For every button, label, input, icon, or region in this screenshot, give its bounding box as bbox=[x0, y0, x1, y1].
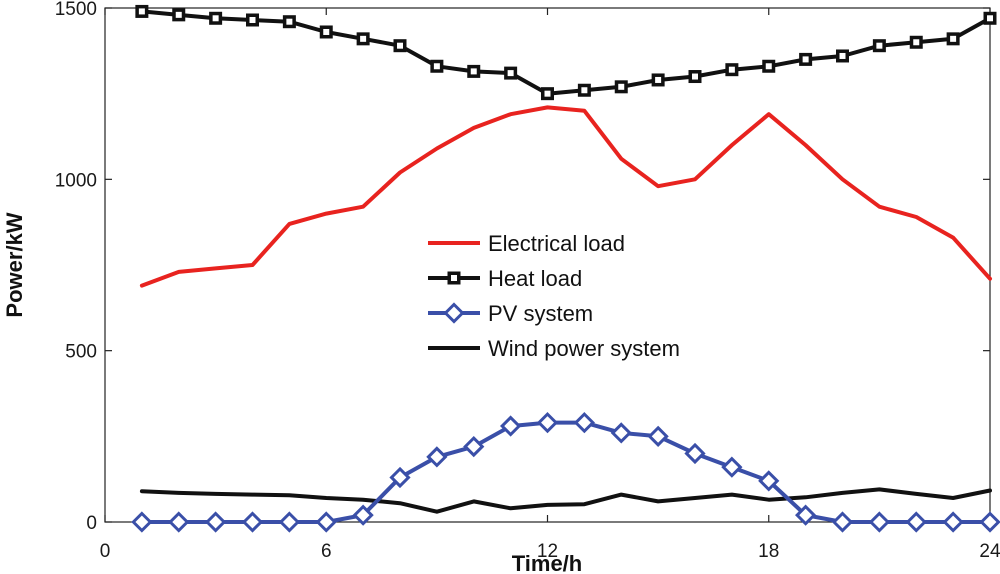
data-point-pv-system bbox=[979, 511, 1000, 533]
legend-label: PV system bbox=[488, 301, 593, 326]
legend-item-wind-power-system: Wind power system bbox=[428, 336, 680, 361]
data-point-heat-load bbox=[467, 64, 481, 78]
data-point-pv-system bbox=[795, 504, 817, 526]
data-point-heat-load bbox=[430, 59, 444, 73]
data-point-pv-system bbox=[647, 425, 669, 447]
y-tick-label: 1000 bbox=[55, 170, 97, 191]
y-tick-label: 500 bbox=[65, 342, 97, 363]
data-point-pv-system bbox=[905, 511, 927, 533]
data-point-heat-load bbox=[725, 63, 739, 77]
series-line-pv-system bbox=[139, 420, 992, 524]
legend-marker bbox=[447, 271, 461, 285]
data-point-heat-load bbox=[319, 25, 333, 39]
data-point-heat-load bbox=[836, 49, 849, 63]
legend-label: Electrical load bbox=[488, 231, 625, 256]
data-point-heat-load bbox=[762, 59, 776, 73]
data-point-pv-system bbox=[131, 511, 153, 533]
legend-label: Wind power system bbox=[488, 336, 680, 361]
data-point-heat-load bbox=[172, 8, 186, 22]
legend-label: Heat load bbox=[488, 266, 582, 291]
marker-layer bbox=[131, 4, 1000, 533]
data-point-pv-system bbox=[500, 415, 522, 437]
data-point-pv-system bbox=[241, 511, 264, 533]
data-point-heat-load bbox=[209, 11, 223, 25]
data-point-pv-system bbox=[389, 466, 411, 489]
legend-item-heat-load: Heat load bbox=[428, 266, 582, 291]
data-point-pv-system bbox=[573, 412, 595, 434]
data-point-pv-system bbox=[463, 435, 485, 458]
y-tick-label: 1500 bbox=[55, 0, 97, 20]
data-point-pv-system bbox=[684, 442, 706, 465]
data-point-pv-system bbox=[315, 511, 337, 533]
data-point-pv-system bbox=[426, 446, 448, 468]
x-tick-label: 18 bbox=[758, 541, 779, 562]
y-tick-label: 0 bbox=[86, 513, 97, 534]
data-point-pv-system bbox=[536, 412, 559, 434]
legend-marker bbox=[443, 302, 465, 324]
axis-ticks: 0 6 12 18 24 0 500 1000 1500 bbox=[55, 0, 1000, 562]
data-point-heat-load bbox=[135, 4, 149, 18]
series-line-wind-power-system bbox=[139, 487, 992, 514]
y-axis-title: Power/kW bbox=[2, 212, 27, 317]
data-point-heat-load bbox=[282, 15, 296, 29]
data-point-pv-system bbox=[610, 422, 632, 444]
data-point-heat-load bbox=[688, 70, 702, 84]
data-point-pv-system bbox=[868, 511, 890, 533]
data-point-heat-load bbox=[246, 13, 259, 27]
data-point-heat-load bbox=[504, 66, 518, 80]
data-point-pv-system bbox=[758, 470, 780, 492]
legend: Electrical load Heat load PV system Wind po… bbox=[428, 231, 680, 361]
data-point-heat-load bbox=[983, 11, 997, 25]
data-point-heat-load bbox=[577, 83, 591, 97]
data-point-heat-load bbox=[946, 32, 960, 46]
x-axis-title: Time/h bbox=[512, 551, 583, 574]
x-tick-label: 12 bbox=[537, 541, 558, 562]
data-point-heat-load bbox=[541, 87, 554, 101]
data-point-heat-load bbox=[614, 80, 628, 94]
data-point-heat-load bbox=[651, 73, 665, 87]
data-point-heat-load bbox=[909, 35, 923, 49]
legend-item-electrical-load: Electrical load bbox=[428, 231, 625, 256]
data-point-pv-system bbox=[278, 511, 300, 533]
data-point-pv-system bbox=[831, 511, 854, 533]
x-tick-label: 24 bbox=[979, 541, 1000, 562]
legend-item-pv-system: PV system bbox=[428, 301, 593, 326]
data-point-pv-system bbox=[721, 456, 743, 478]
x-tick-label: 0 bbox=[100, 541, 111, 562]
data-point-pv-system bbox=[168, 511, 190, 533]
x-tick-label: 6 bbox=[321, 541, 332, 562]
data-point-heat-load bbox=[356, 32, 370, 46]
series-line-heat-load bbox=[139, 9, 992, 96]
data-point-heat-load bbox=[799, 52, 813, 66]
data-point-pv-system bbox=[942, 511, 964, 533]
data-point-heat-load bbox=[393, 39, 407, 53]
series-line-electrical-load bbox=[139, 105, 992, 288]
data-point-heat-load bbox=[872, 39, 886, 53]
data-point-pv-system bbox=[205, 511, 227, 533]
data-point-pv-system bbox=[352, 504, 374, 526]
